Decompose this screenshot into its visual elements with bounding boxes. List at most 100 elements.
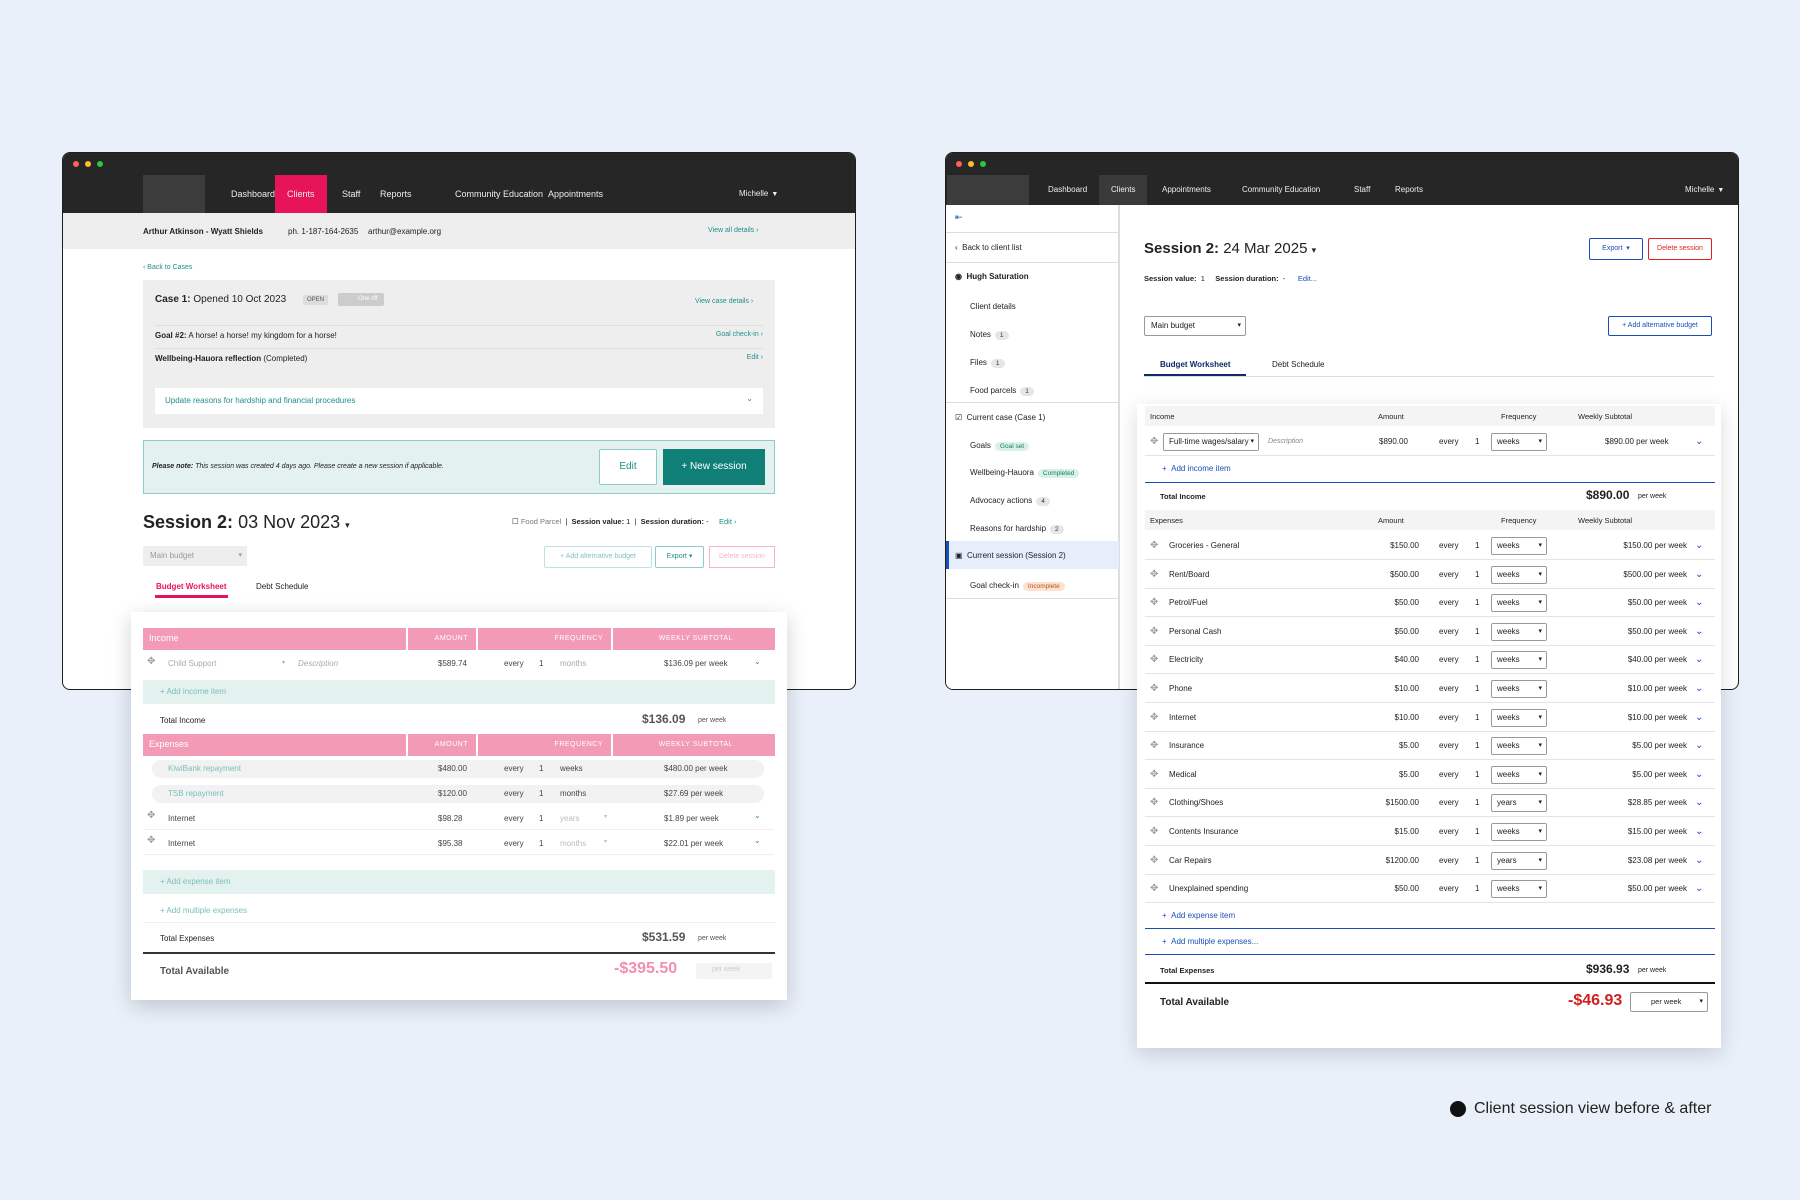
maximize-dot[interactable]: [97, 161, 103, 167]
nav-community-education[interactable]: Community Education: [1242, 185, 1321, 194]
frequency-count[interactable]: 1: [1475, 827, 1480, 836]
amount[interactable]: $40.00: [1394, 655, 1419, 665]
minimize-dot[interactable]: [85, 161, 91, 167]
chevron-down-icon[interactable]: ⌄: [1695, 654, 1704, 666]
amount[interactable]: $589.74: [438, 659, 467, 668]
amount[interactable]: $15.00: [1394, 827, 1419, 836]
frequency-count[interactable]: 1: [539, 839, 544, 848]
drag-handle-icon[interactable]: ✥: [1150, 768, 1159, 780]
income-type[interactable]: Child Support: [168, 659, 217, 668]
update-reasons-accordion[interactable]: Update reasons for hardship and financia…: [155, 388, 763, 414]
frequency-count[interactable]: 1: [1475, 712, 1480, 722]
sidebar-item-client-details[interactable]: Client details: [970, 302, 1016, 311]
frequency-count[interactable]: 1: [1475, 626, 1480, 636]
export-button[interactable]: Export ▾: [1589, 238, 1643, 260]
frequency-count[interactable]: 1: [1475, 769, 1480, 779]
drag-handle-icon[interactable]: ✥: [1150, 683, 1159, 694]
drag-handle-icon[interactable]: ✥: [1150, 883, 1159, 895]
amount[interactable]: $10.00: [1394, 712, 1419, 722]
add-expense-item[interactable]: + Add expense item: [143, 870, 775, 894]
drag-handle-icon[interactable]: ✥: [147, 835, 156, 846]
frequency-select[interactable]: years: [1491, 851, 1547, 870]
drag-handle-icon[interactable]: ✥: [1150, 854, 1159, 866]
amount[interactable]: $1200.00: [1385, 855, 1419, 865]
session-title[interactable]: Session 2: 03 Nov 2023 ▾: [143, 512, 350, 533]
sidebar-item-reasons-for-hardship[interactable]: Reasons for hardship 2: [970, 524, 1064, 534]
chevron-down-icon[interactable]: ⌄: [1695, 540, 1704, 551]
close-dot[interactable]: [956, 161, 962, 167]
description-field[interactable]: Description: [1268, 438, 1304, 445]
goal-checkin-link[interactable]: Goal check-in ›: [715, 331, 763, 338]
drag-handle-icon[interactable]: ✥: [1150, 711, 1159, 723]
frequency-select[interactable]: weeks: [1491, 622, 1547, 641]
nav-clients[interactable]: Clients: [275, 175, 327, 213]
expense-name[interactable]: Insurance: [1169, 741, 1205, 751]
frequency-select[interactable]: weeks: [1491, 565, 1547, 584]
frequency-select[interactable]: months: [560, 659, 587, 668]
frequency-select[interactable]: weeks: [1491, 594, 1547, 613]
frequency-count[interactable]: 1: [1475, 798, 1480, 808]
nav-staff[interactable]: Staff: [342, 189, 361, 199]
frequency-count[interactable]: 1: [1475, 655, 1480, 665]
sidebar-item-advocacy-actions[interactable]: Advocacy actions 4: [970, 496, 1050, 506]
minimize-dot[interactable]: [968, 161, 974, 167]
chevron-down-icon[interactable]: ⌄: [1695, 597, 1704, 609]
chevron-down-icon[interactable]: ⌄: [1695, 436, 1704, 447]
amount[interactable]: $150.00: [1390, 541, 1419, 550]
nav-appointments[interactable]: Appointments: [548, 189, 604, 199]
frequency-count[interactable]: 1: [1475, 437, 1480, 446]
chevron-down-icon[interactable]: ⌄: [1695, 768, 1704, 780]
tab-debt-schedule[interactable]: Debt Schedule: [1272, 360, 1325, 369]
nav-staff[interactable]: Staff: [1354, 185, 1371, 194]
expense-name[interactable]: Internet: [168, 839, 196, 848]
tab-debt-schedule[interactable]: Debt Schedule: [256, 582, 309, 591]
amount[interactable]: $5.00: [1398, 741, 1419, 751]
user-menu[interactable]: Michelle ▼: [1673, 175, 1736, 205]
chevron-down-icon[interactable]: ⌄: [1695, 854, 1704, 866]
frequency-count[interactable]: 1: [1475, 855, 1480, 865]
delete-session-button[interactable]: Delete session: [709, 546, 775, 568]
sidebar-item-wellbeing-hauora[interactable]: Wellbeing-Hauora Completed: [970, 468, 1080, 478]
frequency-count[interactable]: 1: [1475, 569, 1480, 579]
delete-session-button[interactable]: Delete session: [1648, 238, 1712, 260]
amount[interactable]: $50.00: [1394, 884, 1419, 894]
expense-name[interactable]: Rent/Board: [1169, 569, 1210, 579]
expense-name[interactable]: Petrol/Fuel: [1169, 598, 1208, 608]
sidebar-item-files[interactable]: Files 1: [970, 358, 1005, 368]
amount[interactable]: $50.00: [1394, 598, 1419, 608]
wellbeing-edit-link[interactable]: Edit ›: [746, 354, 763, 361]
new-session-button[interactable]: + New session: [663, 449, 765, 485]
amount[interactable]: $95.38: [438, 839, 463, 848]
add-income-item[interactable]: + Add income item: [1162, 464, 1231, 473]
tab-budget-worksheet[interactable]: Budget Worksheet: [155, 582, 228, 598]
amount[interactable]: $890.00: [1379, 437, 1408, 446]
frequency-select[interactable]: weeks: [1491, 680, 1547, 698]
edit-button[interactable]: Edit: [599, 449, 657, 485]
amount[interactable]: $500.00: [1390, 569, 1419, 579]
drag-handle-icon[interactable]: ✥: [147, 656, 156, 667]
expense-name[interactable]: Car Repairs: [1169, 855, 1212, 865]
nav-dashboard[interactable]: Dashboard: [1048, 185, 1088, 194]
expense-name[interactable]: Groceries - General: [1169, 541, 1240, 550]
expense-name[interactable]: Clothing/Shoes: [1169, 798, 1224, 808]
drag-handle-icon[interactable]: ✥: [1150, 625, 1159, 637]
nav-reports[interactable]: Reports: [380, 189, 412, 199]
view-all-details-link[interactable]: View all details ›: [708, 227, 759, 234]
session-edit-link[interactable]: Edit...: [1297, 274, 1318, 283]
expense-name[interactable]: Contents Insurance: [1169, 827, 1239, 836]
drag-handle-icon[interactable]: ✥: [147, 810, 156, 821]
nav-appointments[interactable]: Appointments: [1162, 185, 1211, 194]
frequency-select[interactable]: years: [1491, 794, 1547, 813]
view-case-details-link[interactable]: View case details ›: [695, 298, 754, 305]
frequency-select[interactable]: years: [560, 814, 580, 823]
user-menu[interactable]: Michelle ▼: [727, 175, 790, 213]
frequency-count[interactable]: 1: [539, 814, 544, 823]
period-select[interactable]: per week ▾: [1630, 992, 1708, 1012]
sidebar-goal-checkin[interactable]: Goal check-in Incomplete: [970, 581, 1065, 591]
frequency-count[interactable]: 1: [1475, 741, 1480, 751]
logo[interactable]: [947, 175, 1029, 205]
nav-dashboard[interactable]: Dashboard: [231, 189, 276, 199]
nav-reports[interactable]: Reports: [1395, 185, 1424, 194]
food-parcel-checkbox[interactable]: ☐ Food Parcel: [512, 517, 562, 526]
chevron-down-icon[interactable]: ⌄: [1695, 568, 1704, 580]
